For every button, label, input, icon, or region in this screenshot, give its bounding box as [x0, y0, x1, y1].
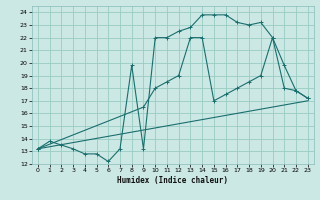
X-axis label: Humidex (Indice chaleur): Humidex (Indice chaleur) [117, 176, 228, 185]
